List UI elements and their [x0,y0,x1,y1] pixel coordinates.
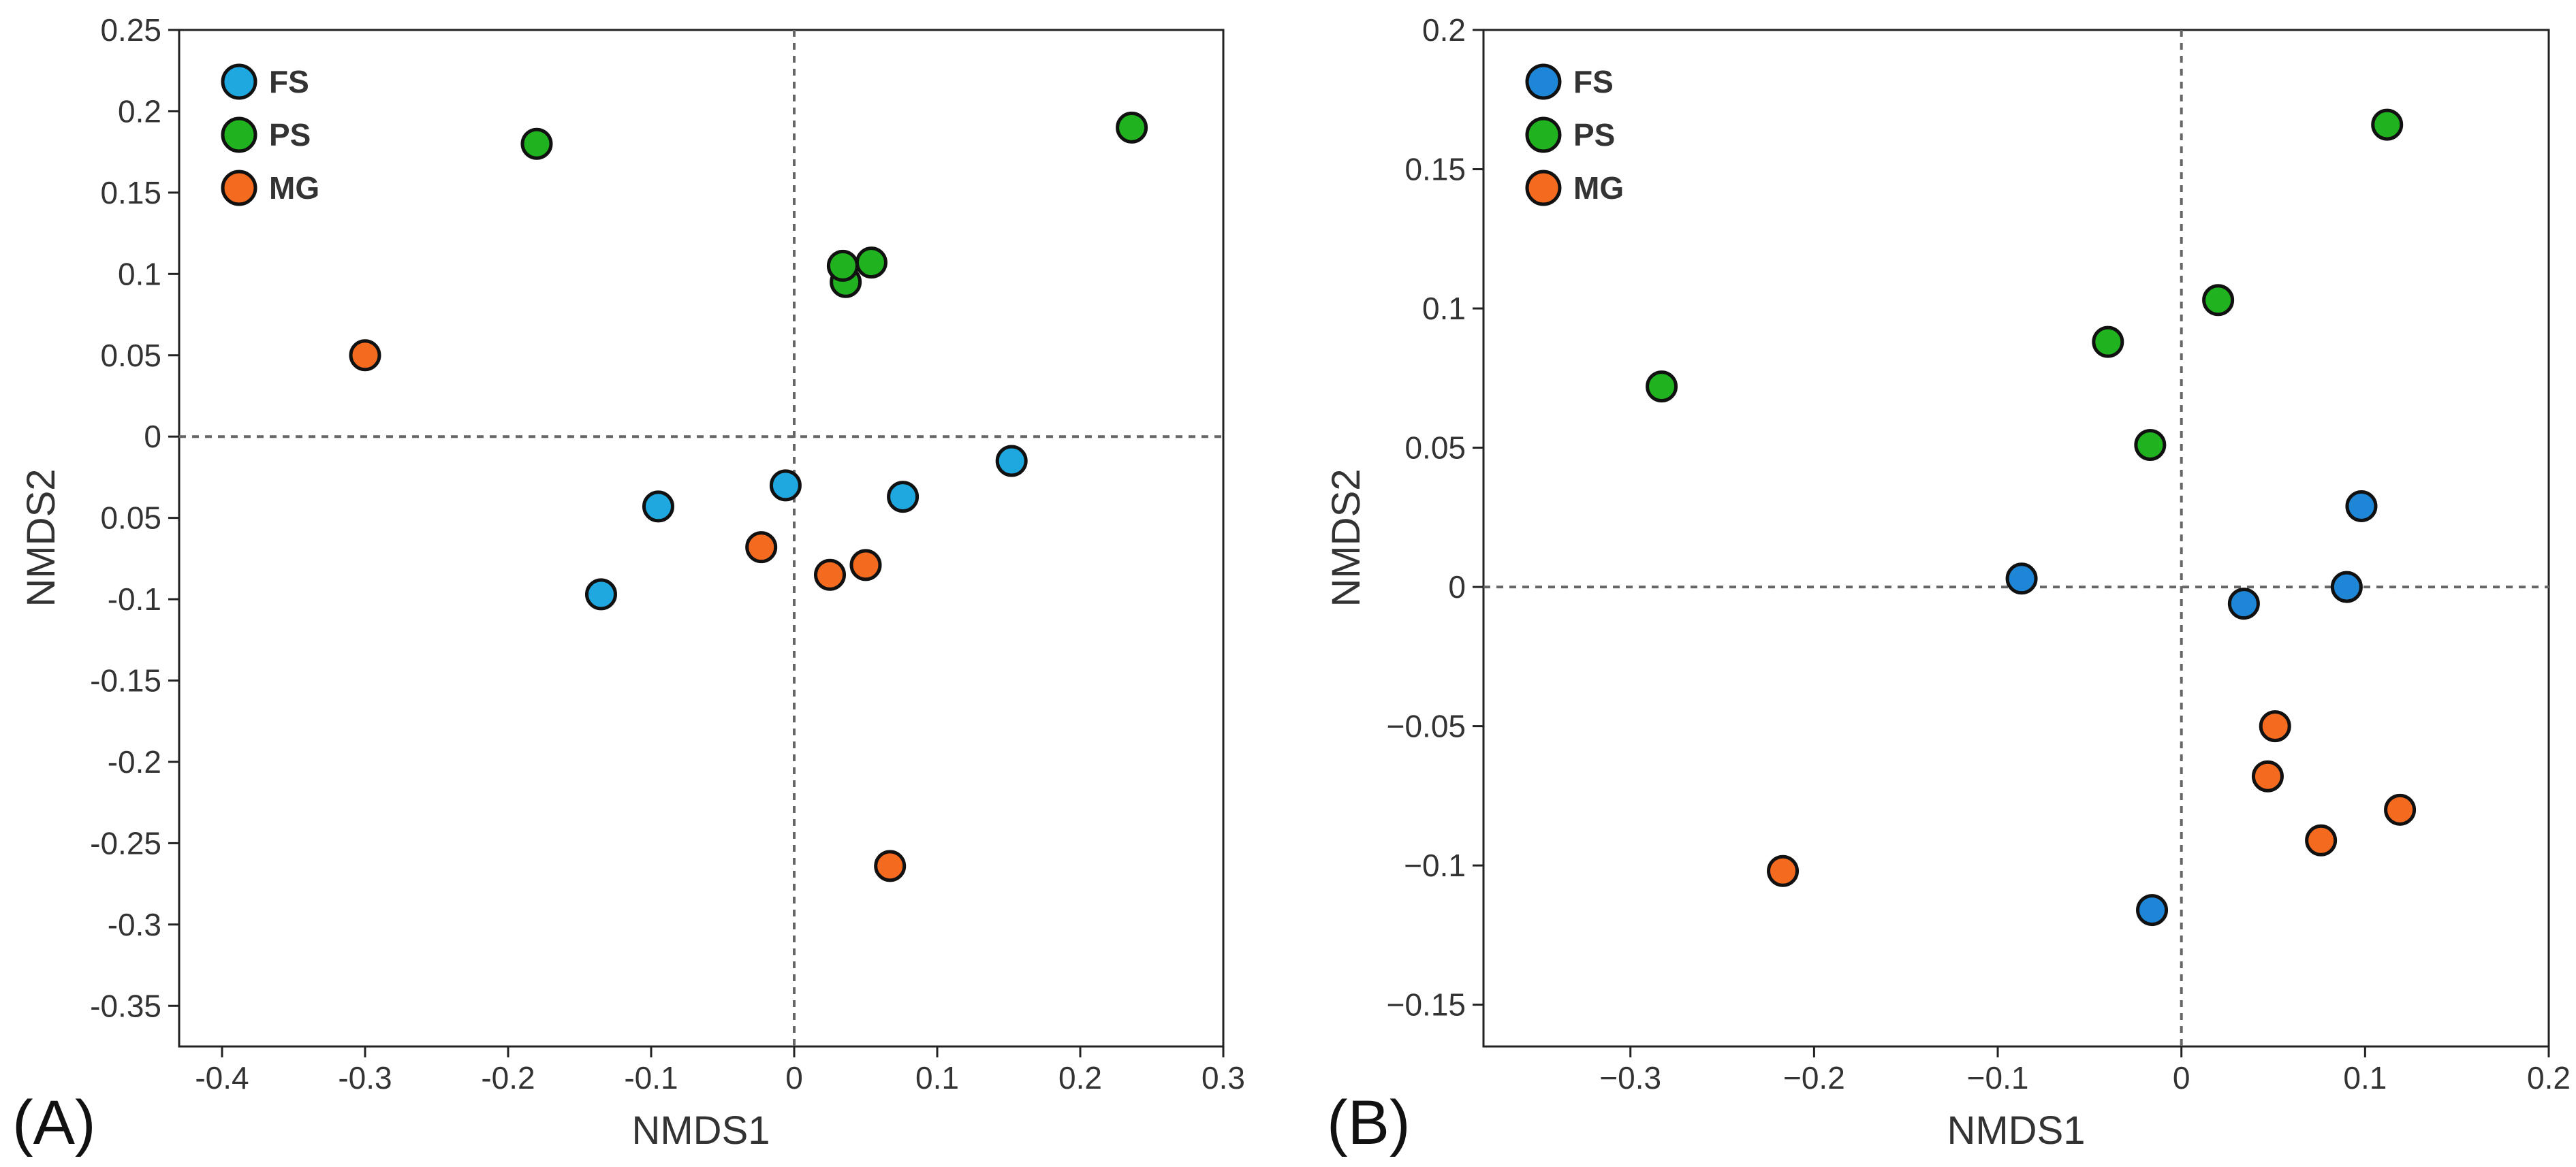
x-ticks: −0.3 −0.2 −0.1 0 0.1 0.2 [1599,1046,2571,1096]
point-fs [2136,894,2169,927]
panel-a: -0.4 -0.3 -0.2 -0.1 0 0.1 0.2 0.3 0.250.20.150.… [12,12,1245,1157]
point-mg [2305,824,2338,857]
legend-marker-ps [221,116,257,153]
y-tick-label: −0.15 [1387,987,1466,1023]
x-axis-label: NMDS1 [631,1108,770,1153]
point-ps [855,246,888,279]
point-mg [745,531,778,564]
y-tick-label: −0.05 [1387,709,1466,744]
x-ticks: -0.4 -0.3 -0.2 -0.1 0 0.1 0.2 0.3 [195,1046,1245,1096]
data-points [1646,108,2417,927]
y-tick-label: 0.2 [1422,12,1466,48]
x-tick-label: -0.2 [481,1060,535,1096]
point-ps [1116,111,1148,144]
point-fs [995,445,1028,477]
legend-label-ps: PS [269,117,311,153]
y-tick-label: 0.05 [1404,430,1466,466]
x-tick-label: 0.1 [915,1060,959,1096]
point-ps [2202,284,2235,317]
point-mg [2251,760,2284,793]
point-mg [874,850,907,882]
y-tick-label: -0.25 [90,825,161,861]
x-tick-label: 0.1 [2343,1060,2387,1096]
x-tick-label: -0.4 [195,1060,249,1096]
plot-frame [1482,29,2550,1048]
legend-marker-mg [1525,170,1562,206]
point-mg [1767,854,1800,887]
y-axis-label: NMDS2 [1324,468,1368,607]
x-tick-label: 0.2 [2527,1060,2571,1096]
x-tick-label: 0.3 [1201,1060,1245,1096]
legend-marker-fs [221,63,257,100]
legend-marker-mg [221,170,257,206]
point-ps [520,127,553,160]
y-tick-label: 0 [1448,569,1466,605]
panel-label: (B) [1327,1088,1411,1157]
legend-marker-ps [1525,116,1562,153]
y-tick-label: 0.1 [1422,291,1466,326]
y-tick-label: 0.1 [118,256,161,291]
y-tick-label: -0.1 [108,581,161,617]
x-tick-label: −0.3 [1599,1060,1661,1096]
legend-label-ps: PS [1573,117,1615,153]
point-ps [2092,325,2124,358]
y-tick-label: 0.05 [100,500,161,536]
point-ps [826,249,859,282]
x-tick-label: −0.2 [1783,1060,1845,1096]
plot-frame [178,29,1225,1048]
point-fs [2005,562,2038,595]
y-ticks: 0.2 0.15 0.1 0.05 0 −0.05 −0.1 −0.15 [1387,12,1483,1023]
y-tick-label: -0.35 [90,988,161,1023]
legend-marker-fs [1525,63,1562,100]
y-tick-label: -0.2 [108,744,161,780]
point-ps [1646,370,1678,403]
point-mg [849,549,882,581]
y-tick-label: 0.05 [100,338,161,373]
legend: FS PS MG [221,63,319,206]
x-axis-label: NMDS1 [1947,1108,2085,1153]
point-fs [642,490,674,523]
point-fs [769,469,802,502]
x-tick-label: -0.1 [624,1060,678,1096]
y-tick-label: -0.3 [108,907,161,942]
y-tick-label: 0.15 [100,175,161,210]
point-ps [2371,108,2404,141]
y-tick-label: −0.1 [1404,848,1466,883]
point-ps [2134,428,2167,461]
legend-label-mg: MG [269,170,319,206]
point-fs [585,578,617,611]
point-fs [2330,571,2363,603]
point-mg [349,339,381,372]
point-fs [2345,490,2378,522]
point-mg [814,558,846,591]
x-tick-label: 0 [785,1060,803,1096]
point-mg [2259,710,2291,743]
y-tick-label: 0.15 [1404,152,1466,187]
y-tick-label: 0.25 [100,12,161,48]
point-fs [2227,588,2260,620]
y-axis-label: NMDS2 [19,468,63,607]
y-tick-label: 0.2 [118,93,161,129]
x-tick-label: 0 [2173,1060,2190,1096]
legend-label-mg: MG [1573,170,1624,206]
y-tick-label: 0 [144,419,161,454]
legend-label-fs: FS [1573,64,1614,99]
legend: FS PS MG [1525,63,1624,206]
y-tick-label: -0.15 [90,663,161,699]
x-tick-label: −0.1 [1967,1060,2029,1096]
point-fs [887,481,920,513]
panel-b: −0.3 −0.2 −0.1 0 0.1 0.2 0.2 0.15 0.1 0.05 0 −0.05… [1324,12,2571,1157]
panel-label: (A) [12,1088,96,1157]
point-mg [2384,793,2417,826]
x-tick-label: 0.2 [1058,1060,1102,1096]
y-ticks: 0.25 0.2 0.15 0.1 0.05 0 0.05 -0.1 -0.15 -0.2 -0.2… [90,12,179,1023]
x-tick-label: -0.3 [338,1060,392,1096]
legend-label-fs: FS [269,64,309,99]
data-points [349,111,1148,882]
